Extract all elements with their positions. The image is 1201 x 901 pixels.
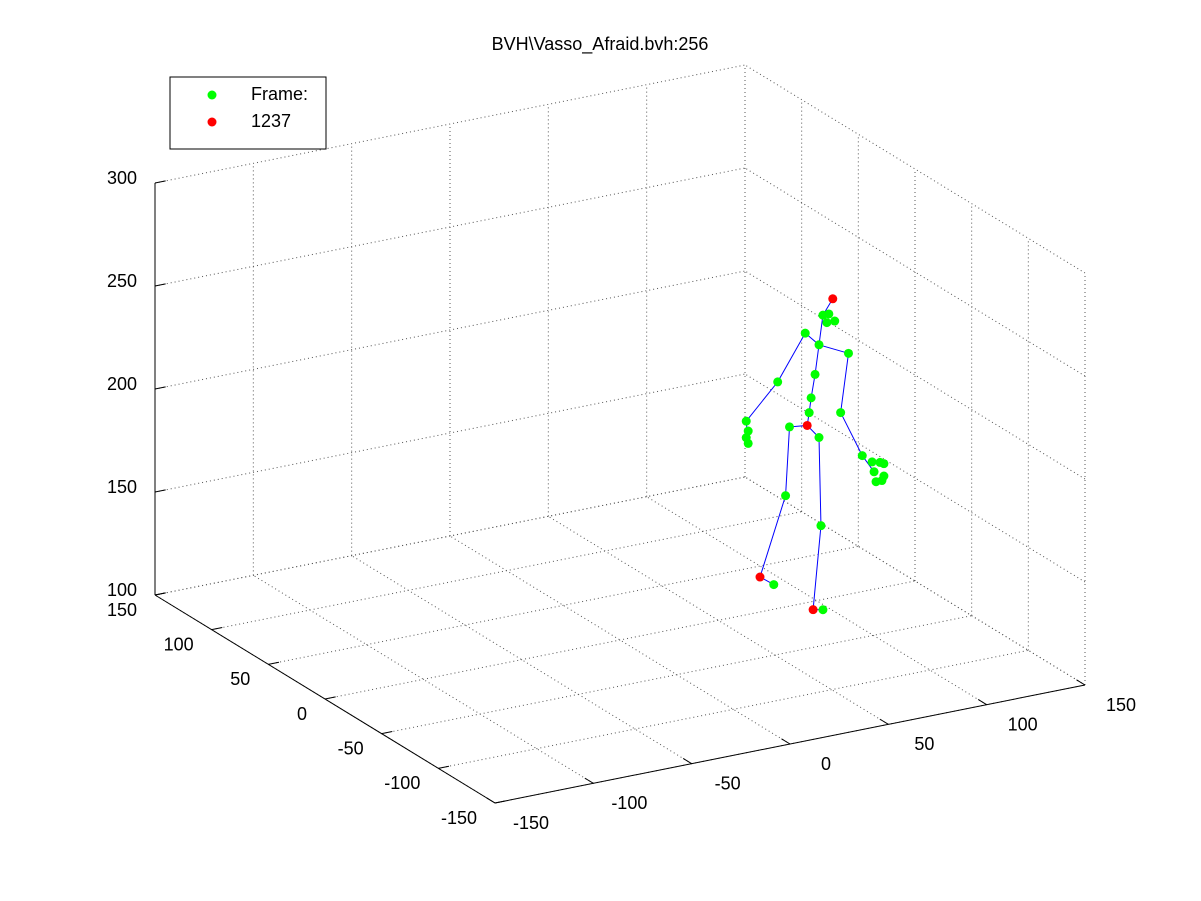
x-tick-label: 50	[914, 734, 934, 754]
x-tick	[682, 758, 692, 765]
x-tick-label: -150	[513, 813, 549, 833]
grid-line	[154, 167, 746, 287]
y-tick	[268, 661, 280, 665]
joint-marker	[802, 420, 812, 430]
x-axis	[494, 684, 1086, 804]
grid-line	[744, 476, 1086, 686]
y-tick-label: 0	[297, 704, 307, 724]
joint-marker	[857, 451, 867, 461]
grid	[154, 64, 1086, 804]
grid-line	[154, 270, 746, 390]
z-tick	[154, 489, 166, 493]
y-tick-label: -150	[441, 808, 477, 828]
z-tick	[154, 283, 166, 287]
joint-marker	[844, 348, 853, 358]
x-tick-label: 0	[821, 754, 831, 774]
legend-label: 1237	[251, 111, 291, 131]
legend: Frame: 1237	[169, 76, 327, 150]
x-tick-label: -100	[611, 793, 647, 813]
y-tick-label: 100	[164, 634, 194, 654]
grid-line	[744, 373, 1086, 583]
joint-marker	[879, 471, 889, 481]
grid-line	[744, 167, 1086, 377]
grid-line	[646, 496, 987, 706]
x-tick-label: 150	[1106, 695, 1136, 715]
joint-marker	[755, 572, 765, 582]
y-tick-label: 50	[230, 669, 250, 689]
grid-line	[154, 476, 746, 596]
x-tick-label: -50	[715, 773, 741, 793]
joint-marker	[816, 521, 826, 531]
x-tick	[1076, 679, 1086, 686]
grid-line	[548, 515, 889, 725]
grid-line	[154, 64, 746, 184]
grid-line	[324, 580, 916, 700]
joint-marker	[808, 605, 818, 615]
x-tick	[977, 699, 987, 706]
z-tick-label: 250	[107, 271, 137, 291]
joint-marker	[830, 316, 840, 326]
joint-marker	[810, 369, 820, 379]
joint-marker	[769, 580, 779, 590]
joint-marker	[822, 318, 832, 328]
legend-marker	[207, 90, 217, 100]
joint-marker	[800, 328, 810, 338]
joint-marker	[828, 294, 838, 304]
y-tick	[211, 627, 223, 631]
z-tick	[154, 386, 166, 390]
grid-line	[211, 511, 802, 631]
legend-box	[169, 76, 327, 150]
joint-marker	[869, 467, 879, 477]
joint-marker	[804, 408, 814, 418]
joint-marker	[814, 433, 824, 442]
x-tick	[781, 738, 791, 745]
joint-marker	[818, 605, 828, 615]
joint-marker	[824, 309, 834, 319]
y-tick-label: 150	[107, 600, 137, 620]
legend-label: Frame:	[251, 84, 308, 104]
y-tick	[438, 765, 450, 769]
joint-marker	[741, 416, 751, 426]
joint-marker	[785, 422, 794, 432]
z-tick-label: 100	[107, 580, 137, 600]
z-tick-label: 200	[107, 374, 137, 394]
x-tick	[584, 777, 594, 784]
axes: -150-100-50050100150-150-100-50050100150…	[107, 168, 1136, 833]
y-tick-label: -100	[384, 773, 420, 793]
grid-line	[268, 545, 859, 665]
grid-line	[744, 270, 1086, 480]
grid-line	[438, 649, 1029, 769]
y-tick	[381, 731, 393, 735]
grid-line	[154, 373, 746, 493]
x-tick-label: 100	[1008, 714, 1038, 734]
legend-marker	[207, 117, 217, 127]
joint-marker	[743, 438, 753, 448]
chart-title: BVH\Vasso_Afraid.bvh:256	[492, 34, 709, 55]
joint-marker	[867, 457, 877, 467]
z-tick	[154, 180, 166, 184]
joint-marker	[773, 377, 783, 387]
y-tick	[324, 696, 336, 700]
plot-area	[741, 294, 889, 615]
z-tick-label: 300	[107, 168, 137, 188]
z-tick	[154, 592, 166, 596]
joint-marker	[836, 408, 846, 418]
z-tick-label: 150	[107, 477, 137, 497]
grid-line	[381, 615, 972, 735]
joint-marker	[879, 459, 889, 469]
joint-marker	[871, 477, 881, 487]
grid-line	[744, 64, 1086, 274]
bone-line	[745, 332, 875, 473]
joint-marker	[781, 491, 791, 501]
x-tick	[879, 718, 889, 725]
joint-marker	[806, 393, 816, 403]
y-tick-label: -50	[338, 738, 364, 758]
y-axis	[154, 594, 496, 804]
joint-marker	[814, 340, 824, 350]
